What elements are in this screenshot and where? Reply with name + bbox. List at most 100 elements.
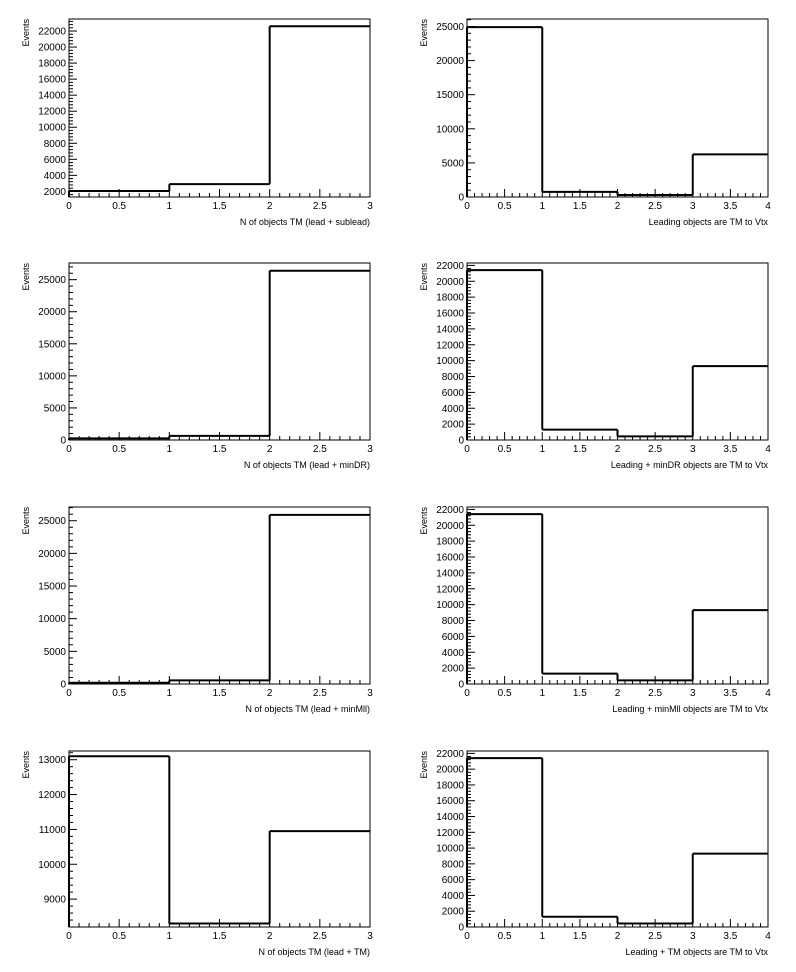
- panel-5: 0 0.5 1 1.5 2 2.5 3 0 5000 10000 15000 20000 25000 N …: [21, 506, 373, 714]
- x-tick-label: 1: [539, 931, 545, 942]
- x-tick-label: 2.5: [313, 201, 327, 212]
- y-tick-label: 20000: [38, 549, 66, 560]
- x-tick-label: 1: [167, 444, 173, 455]
- y-tick-label: 4000: [442, 648, 465, 659]
- y-tick-label: 10000: [38, 614, 66, 625]
- x-tick-label: 0.5: [112, 931, 126, 942]
- y-tick-label: 0: [458, 923, 464, 934]
- y-tick-label: 6000: [442, 388, 465, 399]
- y-tick-label: 20000: [436, 521, 464, 532]
- x-tick-label: 3: [367, 444, 373, 455]
- x-tick-label: 1: [539, 201, 545, 212]
- plot-frame: [68, 18, 371, 198]
- y-tick-label: 18000: [436, 780, 464, 791]
- x-axis-label: N of objects TM (lead + sublead): [240, 217, 370, 227]
- y-tick-label: 10000: [38, 371, 66, 382]
- y-tick-label: 20000: [38, 307, 66, 318]
- x-tick-label: 0.5: [498, 688, 512, 699]
- y-axis-label: Events: [21, 751, 31, 779]
- x-tick-label: 3: [690, 931, 696, 942]
- x-tick-label: 1.5: [213, 688, 227, 699]
- y-axis-label: Events: [419, 507, 429, 535]
- x-tick-label: 3: [367, 201, 373, 212]
- x-tick-label: 3: [690, 444, 696, 455]
- x-tick-label: 4: [765, 444, 771, 455]
- y-tick-label: 22000: [38, 27, 66, 38]
- y-axis-label: Events: [21, 19, 31, 47]
- y-tick-label: 10000: [38, 860, 66, 871]
- x-tick-label: 1.5: [213, 444, 227, 455]
- y-axis-label: Events: [419, 19, 429, 47]
- x-tick-label: 1.5: [573, 688, 587, 699]
- y-tick-label: 22000: [436, 749, 464, 760]
- y-tick-label: 15000: [38, 582, 66, 593]
- y-tick-label: 12000: [38, 790, 66, 801]
- y-tick-label: 8000: [442, 616, 465, 627]
- y-tick-label: 12000: [436, 340, 464, 351]
- y-tick-label: 10000: [436, 124, 464, 135]
- y-tick-label: 15000: [38, 339, 66, 350]
- y-tick-label: 18000: [436, 537, 464, 548]
- y-tick-label: 2000: [442, 907, 465, 918]
- panel-8: 0 0.5 1 1.5 2 2.5 3 3.5 4 0 2000 4000 6000 8000 10000 1…: [419, 749, 771, 957]
- y-tick-label: 20000: [436, 765, 464, 776]
- y-axis-label: Events: [21, 263, 31, 291]
- x-tick-label: 2.5: [313, 688, 327, 699]
- y-tick-label: 5000: [442, 158, 465, 169]
- plot-frame: [68, 262, 371, 441]
- y-tick-label: 20000: [436, 56, 464, 67]
- x-tick-label: 0.5: [498, 201, 512, 212]
- plot-frame: [68, 750, 371, 928]
- y-tick-label: 22000: [436, 505, 464, 516]
- y-tick-label: 25000: [38, 275, 66, 286]
- y-tick-label: 4000: [44, 171, 67, 182]
- x-tick-label: 4: [765, 688, 771, 699]
- x-tick-label: 2: [267, 444, 273, 455]
- x-tick-label: 4: [765, 931, 771, 942]
- x-tick-label: 3.5: [723, 688, 737, 699]
- y-tick-label: 22000: [436, 261, 464, 272]
- x-tick-label: 1: [167, 931, 173, 942]
- y-tick-label: 5000: [44, 647, 67, 658]
- x-tick-label: 2.5: [648, 444, 662, 455]
- panel-2: 0 0.5 1 1.5 2 2.5 3 3.5 4 0 5000 10000 15000 20000 250…: [419, 18, 771, 227]
- x-tick-label: 1: [539, 444, 545, 455]
- x-tick-label: 0.5: [112, 444, 126, 455]
- x-tick-label: 2.5: [313, 931, 327, 942]
- x-tick-label: 2.5: [648, 931, 662, 942]
- x-tick-label: 1: [167, 688, 173, 699]
- x-tick-label: 0: [66, 931, 72, 942]
- x-tick-label: 3: [690, 688, 696, 699]
- y-tick-label: 14000: [436, 568, 464, 579]
- x-tick-label: 1.5: [213, 931, 227, 942]
- y-tick-label: 18000: [38, 59, 66, 70]
- panel-1: 0 0.5 1 1.5 2 2.5 3 2000 4000 6000 8000 10000 12000 1…: [21, 18, 373, 227]
- x-tick-label: 0: [464, 931, 470, 942]
- y-tick-label: 16000: [436, 553, 464, 564]
- x-tick-label: 0: [464, 444, 470, 455]
- x-tick-label: 2: [267, 201, 273, 212]
- y-tick-label: 16000: [38, 75, 66, 86]
- x-tick-label: 2.5: [313, 444, 327, 455]
- y-tick-label: 0: [60, 436, 66, 447]
- x-tick-label: 1.5: [573, 444, 587, 455]
- x-tick-label: 2.5: [648, 688, 662, 699]
- y-tick-label: 14000: [436, 812, 464, 823]
- y-tick-label: 4000: [442, 891, 465, 902]
- x-tick-label: 0.5: [112, 201, 126, 212]
- plot-frame: [466, 262, 769, 441]
- y-tick-label: 0: [458, 436, 464, 447]
- y-axis-label: Events: [419, 751, 429, 779]
- x-axis-label: N of objects TM (lead + minMll): [245, 704, 370, 714]
- x-tick-label: 0: [66, 201, 72, 212]
- plot-frame: [466, 18, 769, 198]
- y-tick-label: 10000: [436, 844, 464, 855]
- y-tick-label: 0: [458, 680, 464, 691]
- x-tick-label: 3.5: [723, 931, 737, 942]
- y-tick-label: 12000: [436, 828, 464, 839]
- panel-3: 0 0.5 1 1.5 2 2.5 3 0 5000 10000 15000 20000 25000 N …: [21, 262, 373, 470]
- x-axis-label: Leading + minMll objects are TM to Vtx: [612, 704, 768, 714]
- panel-7: 0 0.5 1 1.5 2 2.5 3 9000 10000 11000 12000 13000 N o…: [21, 750, 373, 957]
- y-tick-label: 12000: [38, 107, 66, 118]
- y-tick-label: 14000: [38, 91, 66, 102]
